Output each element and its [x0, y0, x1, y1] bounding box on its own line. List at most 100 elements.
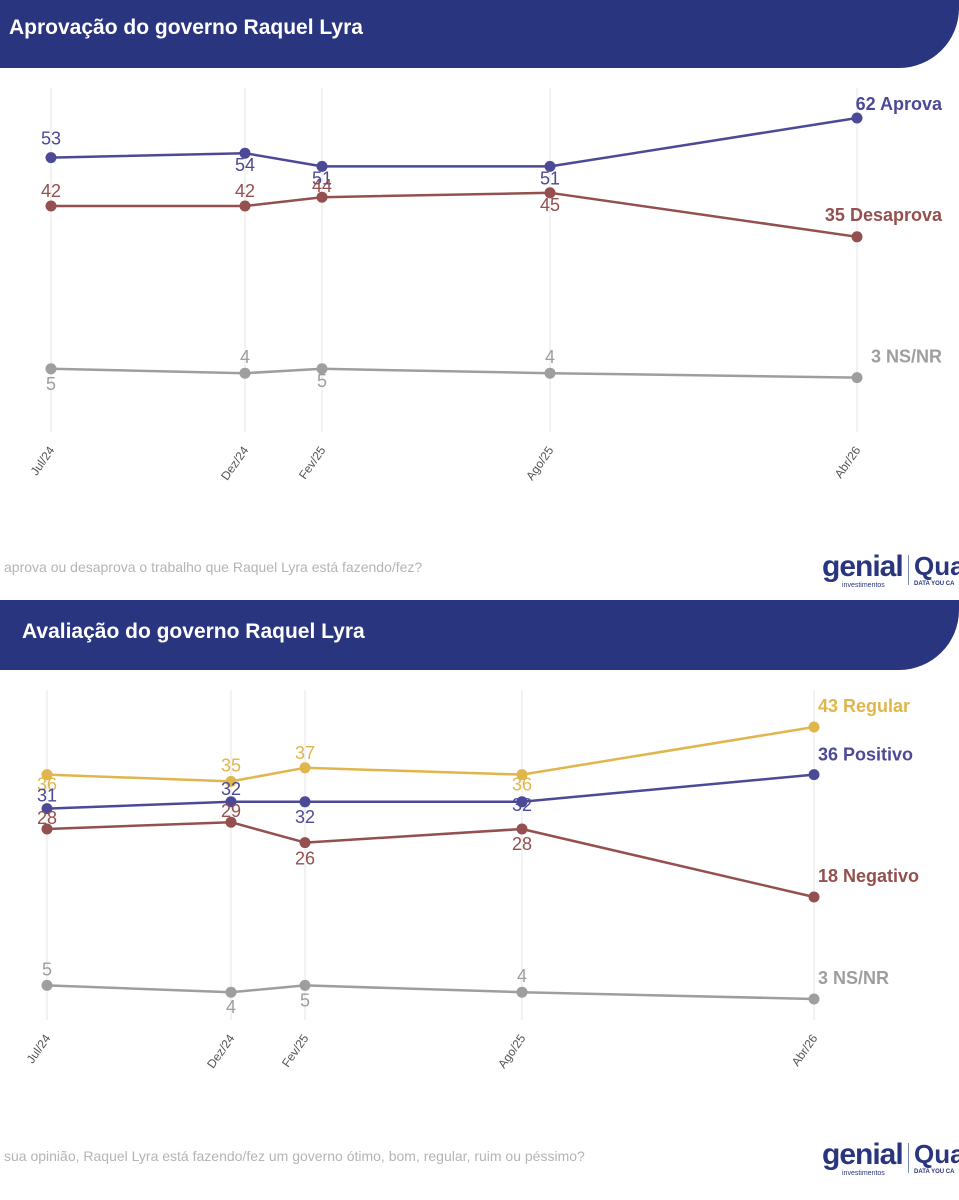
- x-tick-label: Abr/26: [832, 443, 864, 480]
- data-label: 54: [235, 155, 255, 175]
- data-point: [239, 147, 251, 159]
- genial-logo: genial: [822, 550, 904, 583]
- data-point: [316, 191, 328, 203]
- data-label: 32: [295, 807, 315, 827]
- sponsor-logos: genial investimentos Qua DATA YOU CA: [810, 552, 959, 592]
- series-end-label: 43 Regular: [818, 696, 910, 716]
- quaest-logo-subtitle: DATA YOU CA: [914, 1169, 955, 1175]
- data-label: 42: [41, 181, 61, 201]
- data-point: [299, 762, 311, 774]
- evaluation-panel: Avaliação do governo Raquel Lyra Jul/24 D…: [0, 600, 959, 1200]
- data-point: [239, 200, 251, 212]
- data-label: 36: [512, 775, 532, 795]
- data-label: 53: [41, 129, 61, 149]
- data-label: 5: [46, 374, 56, 394]
- data-point: [851, 372, 863, 384]
- data-point: [316, 363, 328, 375]
- data-label: 5: [42, 959, 52, 979]
- data-label: 32: [512, 795, 532, 815]
- data-label: 45: [540, 195, 560, 215]
- data-point: [299, 837, 311, 849]
- evaluation-title: Avaliação do governo Raquel Lyra: [22, 620, 365, 643]
- quaest-logo-subtitle: DATA YOU CA: [914, 581, 955, 587]
- series-end-label: 36 Positivo: [818, 745, 913, 765]
- data-label: 32: [221, 779, 241, 799]
- approval-question: aprova ou desaprova o trabalho que Raque…: [4, 559, 423, 575]
- x-tick-label: Fev/25: [296, 443, 329, 481]
- x-tick-label: Ago/25: [523, 443, 556, 482]
- data-label: 44: [312, 176, 332, 196]
- series-line: [46, 725, 815, 783]
- data-point: [299, 979, 311, 991]
- data-label: 4: [545, 347, 555, 367]
- evaluation-header: Avaliação do governo Raquel Lyra: [0, 600, 959, 670]
- data-point: [851, 231, 863, 243]
- data-point: [516, 769, 528, 781]
- x-tick-label: Ago/25: [495, 1031, 528, 1070]
- data-point: [808, 891, 820, 903]
- data-point: [299, 796, 311, 808]
- data-point: [41, 803, 53, 815]
- genial-logo: genial: [822, 1138, 904, 1171]
- x-tick-label: Jul/24: [24, 1031, 54, 1066]
- data-point: [516, 796, 528, 808]
- series-line: [50, 116, 858, 168]
- series-end-label: 18 Negativo: [818, 866, 919, 886]
- data-label: 4: [240, 347, 250, 367]
- series-end-label: 62 Aprova: [856, 94, 943, 114]
- data-point: [544, 160, 556, 172]
- data-point: [41, 979, 53, 991]
- data-point: [544, 187, 556, 199]
- x-tick-label: Abr/26: [789, 1031, 821, 1068]
- data-label: 28: [512, 834, 532, 854]
- data-point: [544, 367, 556, 379]
- data-label: 36: [37, 775, 57, 795]
- data-point: [239, 367, 251, 379]
- data-label: 26: [295, 849, 315, 869]
- approval-panel: Aprovação do governo Raquel Lyra Jul/24 D…: [0, 0, 959, 592]
- data-point: [225, 816, 237, 828]
- data-point: [225, 796, 237, 808]
- quaest-logo: Qua: [914, 1139, 959, 1169]
- data-label: 31: [37, 786, 57, 806]
- data-point: [41, 823, 53, 835]
- genial-logo-subtitle: investimentos: [842, 1170, 885, 1177]
- data-label: 37: [295, 743, 315, 763]
- series-line: [46, 984, 815, 1001]
- data-point: [41, 769, 53, 781]
- genial-logo-subtitle: investimentos: [842, 582, 885, 589]
- evaluation-chart: Jul/24 Dez/24 Fev/25 Ago/25 Abr/263635373643…: [24, 690, 919, 1071]
- x-tick-label: Jul/24: [28, 443, 58, 478]
- data-label: 35: [221, 755, 241, 775]
- logo-separator: [908, 555, 909, 585]
- data-label: 51: [312, 168, 332, 188]
- data-point: [45, 363, 57, 375]
- approval-header: Aprovação do governo Raquel Lyra: [0, 0, 959, 68]
- data-point: [516, 986, 528, 998]
- series-line: [46, 820, 815, 899]
- evaluation-question: sua opinião, Raquel Lyra está fazendo/fe…: [4, 1148, 585, 1164]
- x-tick-label: Fev/25: [279, 1031, 312, 1069]
- data-label: 28: [37, 808, 57, 828]
- data-label: 4: [517, 966, 527, 986]
- data-point: [516, 823, 528, 835]
- approval-title: Aprovação do governo Raquel Lyra: [9, 16, 363, 39]
- data-label: 29: [221, 801, 241, 821]
- series-end-label: 35 Desaprova: [825, 205, 943, 225]
- x-tick-label: Dez/24: [204, 1031, 237, 1070]
- x-tick-label: Dez/24: [218, 443, 251, 482]
- data-point: [851, 112, 863, 124]
- data-label: 5: [300, 990, 310, 1010]
- data-label: 5: [317, 371, 327, 391]
- logo-separator: [908, 1143, 909, 1173]
- data-point: [225, 986, 237, 998]
- series-end-label: 3 NS/NR: [871, 347, 942, 367]
- data-point: [808, 993, 820, 1005]
- quaest-logo: Qua: [914, 551, 959, 581]
- series-line: [51, 191, 858, 239]
- data-label: 51: [540, 168, 560, 188]
- data-point: [316, 160, 328, 172]
- data-point: [45, 152, 57, 164]
- data-label: 4: [226, 997, 236, 1017]
